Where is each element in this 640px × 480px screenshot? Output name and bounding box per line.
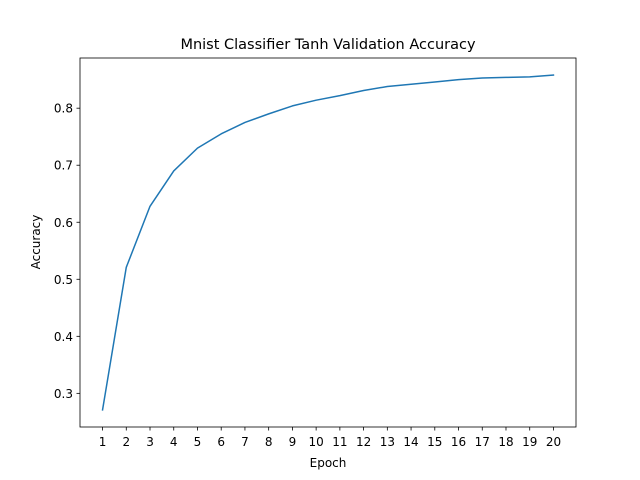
plot-area: 1 2 3 4 5 6 7 8 9 10 11 12 13 14 15 16 17 18 19 20 0.30.40.… bbox=[54, 57, 577, 449]
axes-frame bbox=[79, 57, 577, 428]
y-axis-ticks: 0.3 0.4 0.5 0.6 0.7 0.8 bbox=[54, 102, 80, 401]
x-axis-label: Epoch bbox=[310, 456, 347, 470]
series-line-0 bbox=[101, 74, 555, 411]
x-tick-label: 20 bbox=[546, 435, 561, 449]
x-tick-label: 14 bbox=[403, 435, 418, 449]
x-tick-label: 3 bbox=[146, 435, 154, 449]
x-tick-label: 11 bbox=[332, 435, 347, 449]
series-layer bbox=[101, 74, 555, 411]
y-tick-label: 0.5 bbox=[54, 273, 73, 287]
x-tick-label: 17 bbox=[475, 435, 490, 449]
x-tick-label: 18 bbox=[498, 435, 513, 449]
x-tick-label: 8 bbox=[265, 435, 273, 449]
y-tick-label: 0.3 bbox=[54, 387, 73, 401]
x-tick-label: 5 bbox=[194, 435, 202, 449]
y-tick-label: 0.7 bbox=[54, 159, 73, 173]
x-tick-label: 7 bbox=[241, 435, 249, 449]
y-tick-label: 0.6 bbox=[54, 216, 73, 230]
x-tick-label: 10 bbox=[308, 435, 323, 449]
x-tick-label: 19 bbox=[522, 435, 537, 449]
x-tick-label: 15 bbox=[427, 435, 442, 449]
x-tick-label: 6 bbox=[217, 435, 225, 449]
y-tick-label: 0.4 bbox=[54, 330, 73, 344]
x-tick-label: 4 bbox=[170, 435, 178, 449]
x-tick-label: 12 bbox=[356, 435, 371, 449]
x-axis-ticks: 1 2 3 4 5 6 7 8 9 10 11 12 13 14 15 16 17 18 19 20 bbox=[99, 427, 561, 449]
x-tick-label: 1 bbox=[99, 435, 107, 449]
y-axis-label: Accuracy bbox=[29, 215, 43, 270]
x-tick-label: 16 bbox=[451, 435, 466, 449]
y-tick-label: 0.8 bbox=[54, 102, 73, 116]
x-tick-label: 13 bbox=[380, 435, 395, 449]
x-tick-label: 9 bbox=[289, 435, 297, 449]
x-tick-label: 2 bbox=[122, 435, 130, 449]
chart-title: Mnist Classifier Tanh Validation Accurac… bbox=[180, 37, 476, 53]
